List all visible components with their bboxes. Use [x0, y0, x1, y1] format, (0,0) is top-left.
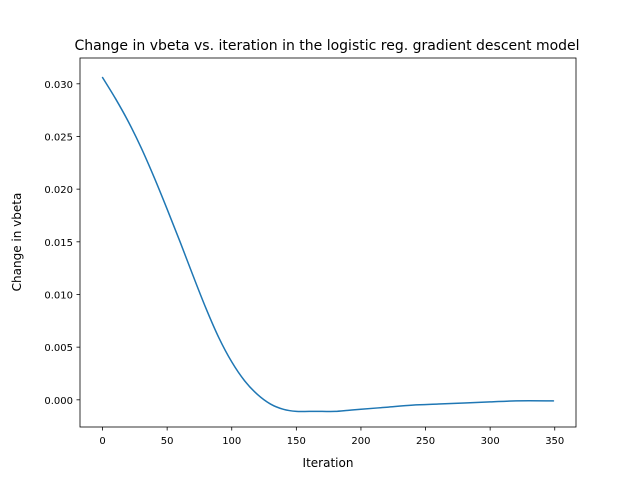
series-line — [101, 76, 555, 413]
x-tick-label: 50 — [161, 436, 174, 447]
y-tick-label: 0.030 — [44, 80, 73, 91]
x-tick-label: 350 — [545, 436, 564, 447]
y-tick-label: 0.010 — [44, 290, 73, 301]
y-tick-label: 0.025 — [44, 132, 73, 143]
y-tick-label: 0.005 — [44, 343, 73, 354]
x-tick-label: 200 — [351, 436, 370, 447]
y-tick-label: 0.000 — [44, 396, 73, 407]
chart-title: Change in vbeta vs. iteration in the log… — [74, 38, 579, 54]
x-tick-label: 300 — [481, 436, 500, 447]
y-axis: 0.000 0.005 0.010 0.015 0.020 0.025 0.030 — [44, 80, 80, 407]
x-tick-label: 250 — [416, 436, 435, 447]
x-tick-label: 0 — [99, 436, 105, 447]
y-axis-label: Change in vbeta — [10, 193, 24, 292]
x-axis-label: Iteration — [303, 456, 354, 470]
y-tick-label: 0.020 — [44, 185, 73, 196]
plot-frame — [79, 57, 577, 428]
x-tick-label: 100 — [222, 436, 241, 447]
x-tick-label: 150 — [287, 436, 306, 447]
y-tick-label: 0.015 — [44, 238, 73, 249]
x-axis: 0 50 100 150 200 250 300 350 — [99, 427, 564, 447]
